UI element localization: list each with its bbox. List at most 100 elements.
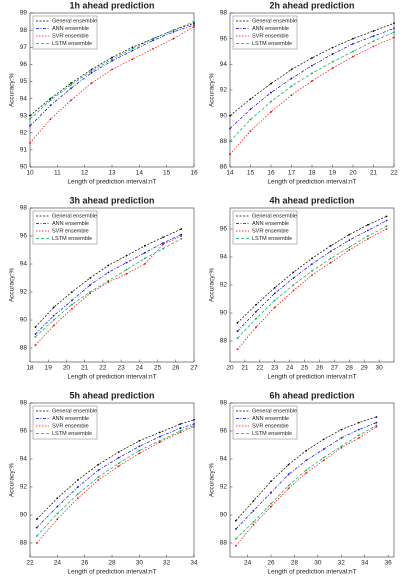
marker <box>125 261 128 264</box>
x-tick-label: 29 <box>361 365 369 372</box>
marker <box>234 537 237 540</box>
x-tick-label: 30 <box>136 560 144 567</box>
marker <box>352 50 354 53</box>
y-tick-label: 96 <box>220 428 228 435</box>
marker <box>131 58 134 61</box>
legend-label: ANN ensemble <box>52 221 89 227</box>
marker <box>255 310 257 313</box>
marker <box>143 257 146 260</box>
marker <box>236 348 239 351</box>
marker <box>162 242 164 244</box>
y-tick-label: 92 <box>220 282 228 289</box>
marker <box>193 418 195 421</box>
y-tick-label: 94 <box>20 261 28 268</box>
marker <box>49 99 52 102</box>
marker <box>292 289 295 292</box>
marker <box>131 49 134 52</box>
series-line <box>29 26 195 144</box>
marker <box>340 437 343 439</box>
x-tick-label: 24 <box>54 560 62 567</box>
marker <box>311 263 313 265</box>
marker <box>290 68 293 71</box>
marker <box>331 46 334 49</box>
x-tick-label: 22 <box>26 560 34 567</box>
marker <box>270 100 272 103</box>
marker <box>273 299 276 302</box>
marker <box>117 451 120 453</box>
y-tick-label: 95 <box>20 78 28 85</box>
marker <box>56 518 59 521</box>
marker <box>375 425 378 428</box>
x-tick-label: 17 <box>288 170 296 177</box>
marker <box>372 30 375 32</box>
marker <box>152 48 154 50</box>
marker <box>311 64 313 67</box>
y-tick-label: 86 <box>220 164 228 171</box>
x-tick-label: 23 <box>271 365 279 372</box>
marker <box>34 326 37 328</box>
marker <box>158 435 161 438</box>
y-tick-label: 94 <box>220 456 228 463</box>
marker <box>229 153 231 156</box>
marker <box>193 25 195 28</box>
marker <box>90 71 93 74</box>
legend-label: LSTM ensemble <box>252 41 292 47</box>
marker <box>340 446 343 449</box>
marker <box>125 268 128 271</box>
marker <box>393 27 395 30</box>
y-tick-label: 98 <box>220 400 228 407</box>
legend-label: LSTM ensemble <box>252 236 292 242</box>
marker <box>322 456 325 459</box>
x-tick-label: 21 <box>370 170 378 177</box>
marker <box>311 274 313 277</box>
marker <box>29 118 31 120</box>
x-tick-label: 30 <box>314 560 322 567</box>
x-tick-label: 28 <box>346 365 354 372</box>
legend-label: LSTM ensemble <box>52 431 92 437</box>
marker <box>125 254 128 257</box>
series-line <box>229 37 395 155</box>
marker <box>287 463 290 466</box>
marker <box>311 257 313 260</box>
marker <box>340 445 343 448</box>
y-tick-label: 98 <box>20 400 28 407</box>
marker <box>131 46 134 49</box>
marker <box>385 219 388 222</box>
marker <box>236 337 239 340</box>
marker <box>348 233 351 236</box>
y-tick-label: 90 <box>220 310 228 317</box>
marker <box>49 118 52 120</box>
x-axis-label: Length of prediction interval:nT <box>67 569 156 576</box>
x-tick-label: 16 <box>190 170 198 177</box>
x-tick-label: 22 <box>390 170 398 177</box>
x-tick-label: 34 <box>361 560 369 567</box>
marker <box>162 243 164 246</box>
marker <box>270 502 272 505</box>
marker <box>372 40 375 43</box>
marker <box>236 330 239 333</box>
marker <box>311 270 313 272</box>
legend-label: ANN ensemble <box>252 416 289 422</box>
chart-title: 3h ahead prediction <box>69 195 154 205</box>
legend-label: General ensemble <box>252 408 297 414</box>
x-axis-label: Length of prediction interval:nT <box>67 179 156 186</box>
marker <box>357 421 360 424</box>
marker <box>255 303 257 306</box>
y-tick-label: 94 <box>20 456 28 463</box>
marker <box>90 70 93 73</box>
marker <box>305 472 308 474</box>
marker <box>290 94 293 97</box>
x-tick-label: 26 <box>81 560 89 567</box>
marker <box>180 233 183 236</box>
marker <box>193 24 195 26</box>
marker <box>287 473 290 476</box>
marker <box>138 449 141 452</box>
marker <box>348 239 351 242</box>
marker <box>71 291 73 293</box>
marker <box>172 29 175 32</box>
marker <box>385 225 388 228</box>
y-tick-label: 94 <box>220 254 228 261</box>
x-tick-label: 30 <box>375 365 383 372</box>
x-tick-label: 27 <box>331 365 339 372</box>
x-tick-label: 22 <box>99 365 107 372</box>
